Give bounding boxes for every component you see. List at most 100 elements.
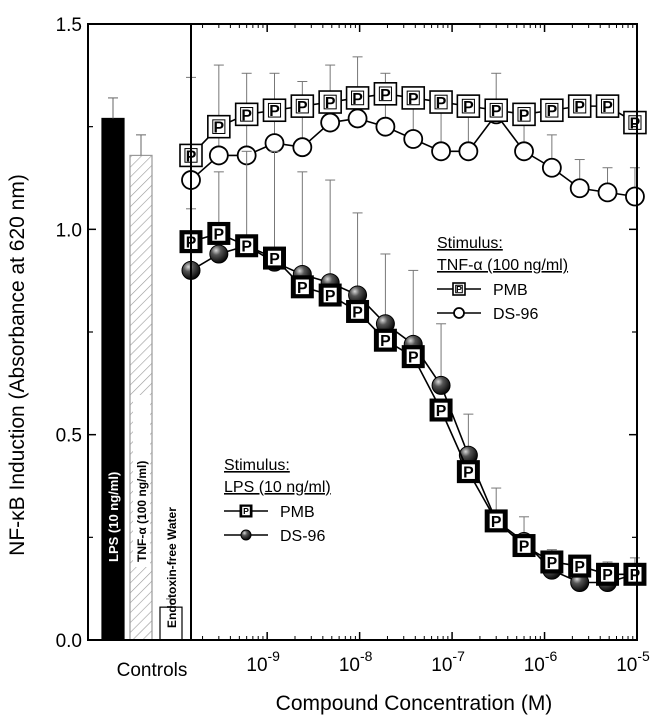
p-letter-glyph: P: [574, 99, 585, 116]
p-inner-box: [434, 402, 448, 418]
legend-item-label: DS-96: [493, 306, 538, 323]
x-tick-label: 10-7: [431, 648, 465, 676]
p-letter-glyph: P: [408, 91, 419, 108]
p-inner-box: [406, 349, 420, 364]
series-tnf-ds-96: [181, 56, 645, 207]
y-tick-label: 0.5: [56, 426, 82, 447]
circle-marker: [320, 112, 341, 133]
circle-marker: [625, 186, 645, 207]
p-letter-glyph: P: [243, 506, 249, 516]
p-letter-glyph: P: [463, 99, 474, 116]
circle-marker: [208, 145, 229, 166]
p-inner-box: [517, 107, 531, 122]
p-letter-glyph: P: [519, 107, 530, 124]
x-tick-base: 10: [616, 655, 637, 676]
legend-title-line1: Stimulus:: [224, 457, 290, 474]
y-tick-label: 0.0: [56, 631, 82, 652]
p-inner-box: [573, 558, 587, 574]
p-inner-box: [295, 279, 309, 295]
p-letter-glyph: P: [380, 87, 391, 104]
circle-marker: [403, 129, 424, 149]
circle-marker: [209, 244, 229, 264]
p-inner-box: [295, 98, 309, 114]
p-letter-glyph: P: [630, 116, 641, 133]
p-letter-glyph: P: [297, 99, 308, 116]
p-letter-glyph: P: [574, 559, 585, 576]
circle-marker: [514, 141, 534, 162]
circle-marker: [292, 137, 313, 158]
p-inner-box: [600, 566, 615, 582]
x-tick-base: 10: [431, 655, 452, 676]
controls-panel: LPS (10 ng/ml) TNF-α (100 ng/ml) Endotoxin…: [101, 97, 183, 641]
legend-lps: Stimulus: LPS (10 ng/ml) P PMB DS-96: [224, 457, 331, 545]
p-inner-box: [489, 102, 503, 118]
p-inner-box: [517, 538, 531, 553]
circle-marker: [375, 116, 396, 137]
p-inner-box: [212, 226, 226, 241]
controls-axis-label: Controls: [117, 660, 188, 681]
p-inner-box: [323, 287, 337, 303]
circle-marker: [431, 141, 451, 162]
circle-marker: [458, 141, 479, 162]
y-tick-label: 1.0: [56, 220, 82, 241]
x-tick-exponent: -7: [452, 648, 465, 664]
p-letter-glyph: P: [352, 304, 363, 321]
x-tick-base: 10: [524, 655, 545, 676]
p-letter-glyph: P: [456, 284, 462, 294]
p-letter-glyph: P: [297, 280, 308, 297]
p-inner-box: [351, 304, 365, 319]
legend-item-label: DS-96: [280, 528, 325, 545]
p-letter-glyph: P: [352, 91, 363, 108]
p-inner-box: [455, 284, 463, 294]
control-bar-label: LPS (10 ng/ml): [106, 472, 121, 562]
p-letter-glyph: P: [214, 226, 225, 243]
p-inner-box: [489, 513, 503, 529]
p-letter-glyph: P: [491, 514, 502, 531]
legend-item-label: PMB: [280, 504, 315, 521]
p-letter-glyph: P: [519, 538, 530, 555]
p-inner-box: [461, 98, 475, 114]
x-tick-label: 10-8: [339, 648, 373, 676]
p-inner-box: [267, 250, 282, 266]
x-tick-label: 10-5: [616, 648, 650, 676]
p-inner-box: [323, 94, 337, 110]
legend-title-line2: TNF-α (100 ng/ml): [437, 257, 568, 274]
control-bar-label: Endotoxin-free Water: [165, 507, 179, 628]
y-tick-label: 1.5: [56, 15, 82, 36]
p-letter-glyph: P: [602, 99, 613, 116]
p-letter-glyph: P: [325, 288, 336, 305]
y-axis-label: NF-κB Induction (Absorbance at 620 nm): [6, 174, 29, 556]
p-letter-glyph: P: [380, 333, 391, 350]
plot-area: PPPPPPPPPPPPPPPPPPPPPPPPPPPPPPPPPP: [179, 56, 647, 593]
x-tick-base: 10: [339, 655, 360, 676]
p-letter-glyph: P: [325, 95, 336, 112]
p-inner-box: [267, 102, 282, 118]
circle-marker: [264, 133, 285, 153]
series-lps-ds-96: [181, 150, 645, 593]
p-letter-glyph: P: [630, 567, 641, 584]
p-letter-glyph: P: [436, 95, 447, 112]
circle-marker: [347, 108, 368, 129]
p-inner-box: [461, 464, 475, 479]
axes: 0.00.51.01.510-9 10-8 10-7 10-6 10-5: [56, 15, 650, 676]
p-inner-box: [573, 98, 587, 114]
legends: Stimulus:TNF-α (100 ng/ml)P PMBDS-96Stimu…: [224, 235, 568, 545]
p-inner-box: [351, 90, 365, 106]
p-letter-glyph: P: [491, 103, 502, 120]
x-tick-base: 10: [246, 655, 267, 676]
p-letter-glyph: P: [269, 251, 280, 268]
p-inner-box: [600, 98, 615, 114]
p-inner-box: [212, 119, 226, 134]
p-letter-glyph: P: [547, 555, 558, 572]
p-letter-glyph: P: [463, 465, 474, 482]
p-inner-box: [240, 238, 254, 254]
control-bar-label: TNF-α (100 ng/ml): [135, 461, 149, 562]
p-letter-glyph: P: [269, 103, 280, 120]
label-backdrop: [133, 395, 150, 567]
p-inner-box: [406, 90, 420, 106]
x-tick-label: 10-6: [524, 648, 558, 676]
p-letter-glyph: P: [408, 350, 419, 367]
circle-marker: [431, 375, 451, 395]
